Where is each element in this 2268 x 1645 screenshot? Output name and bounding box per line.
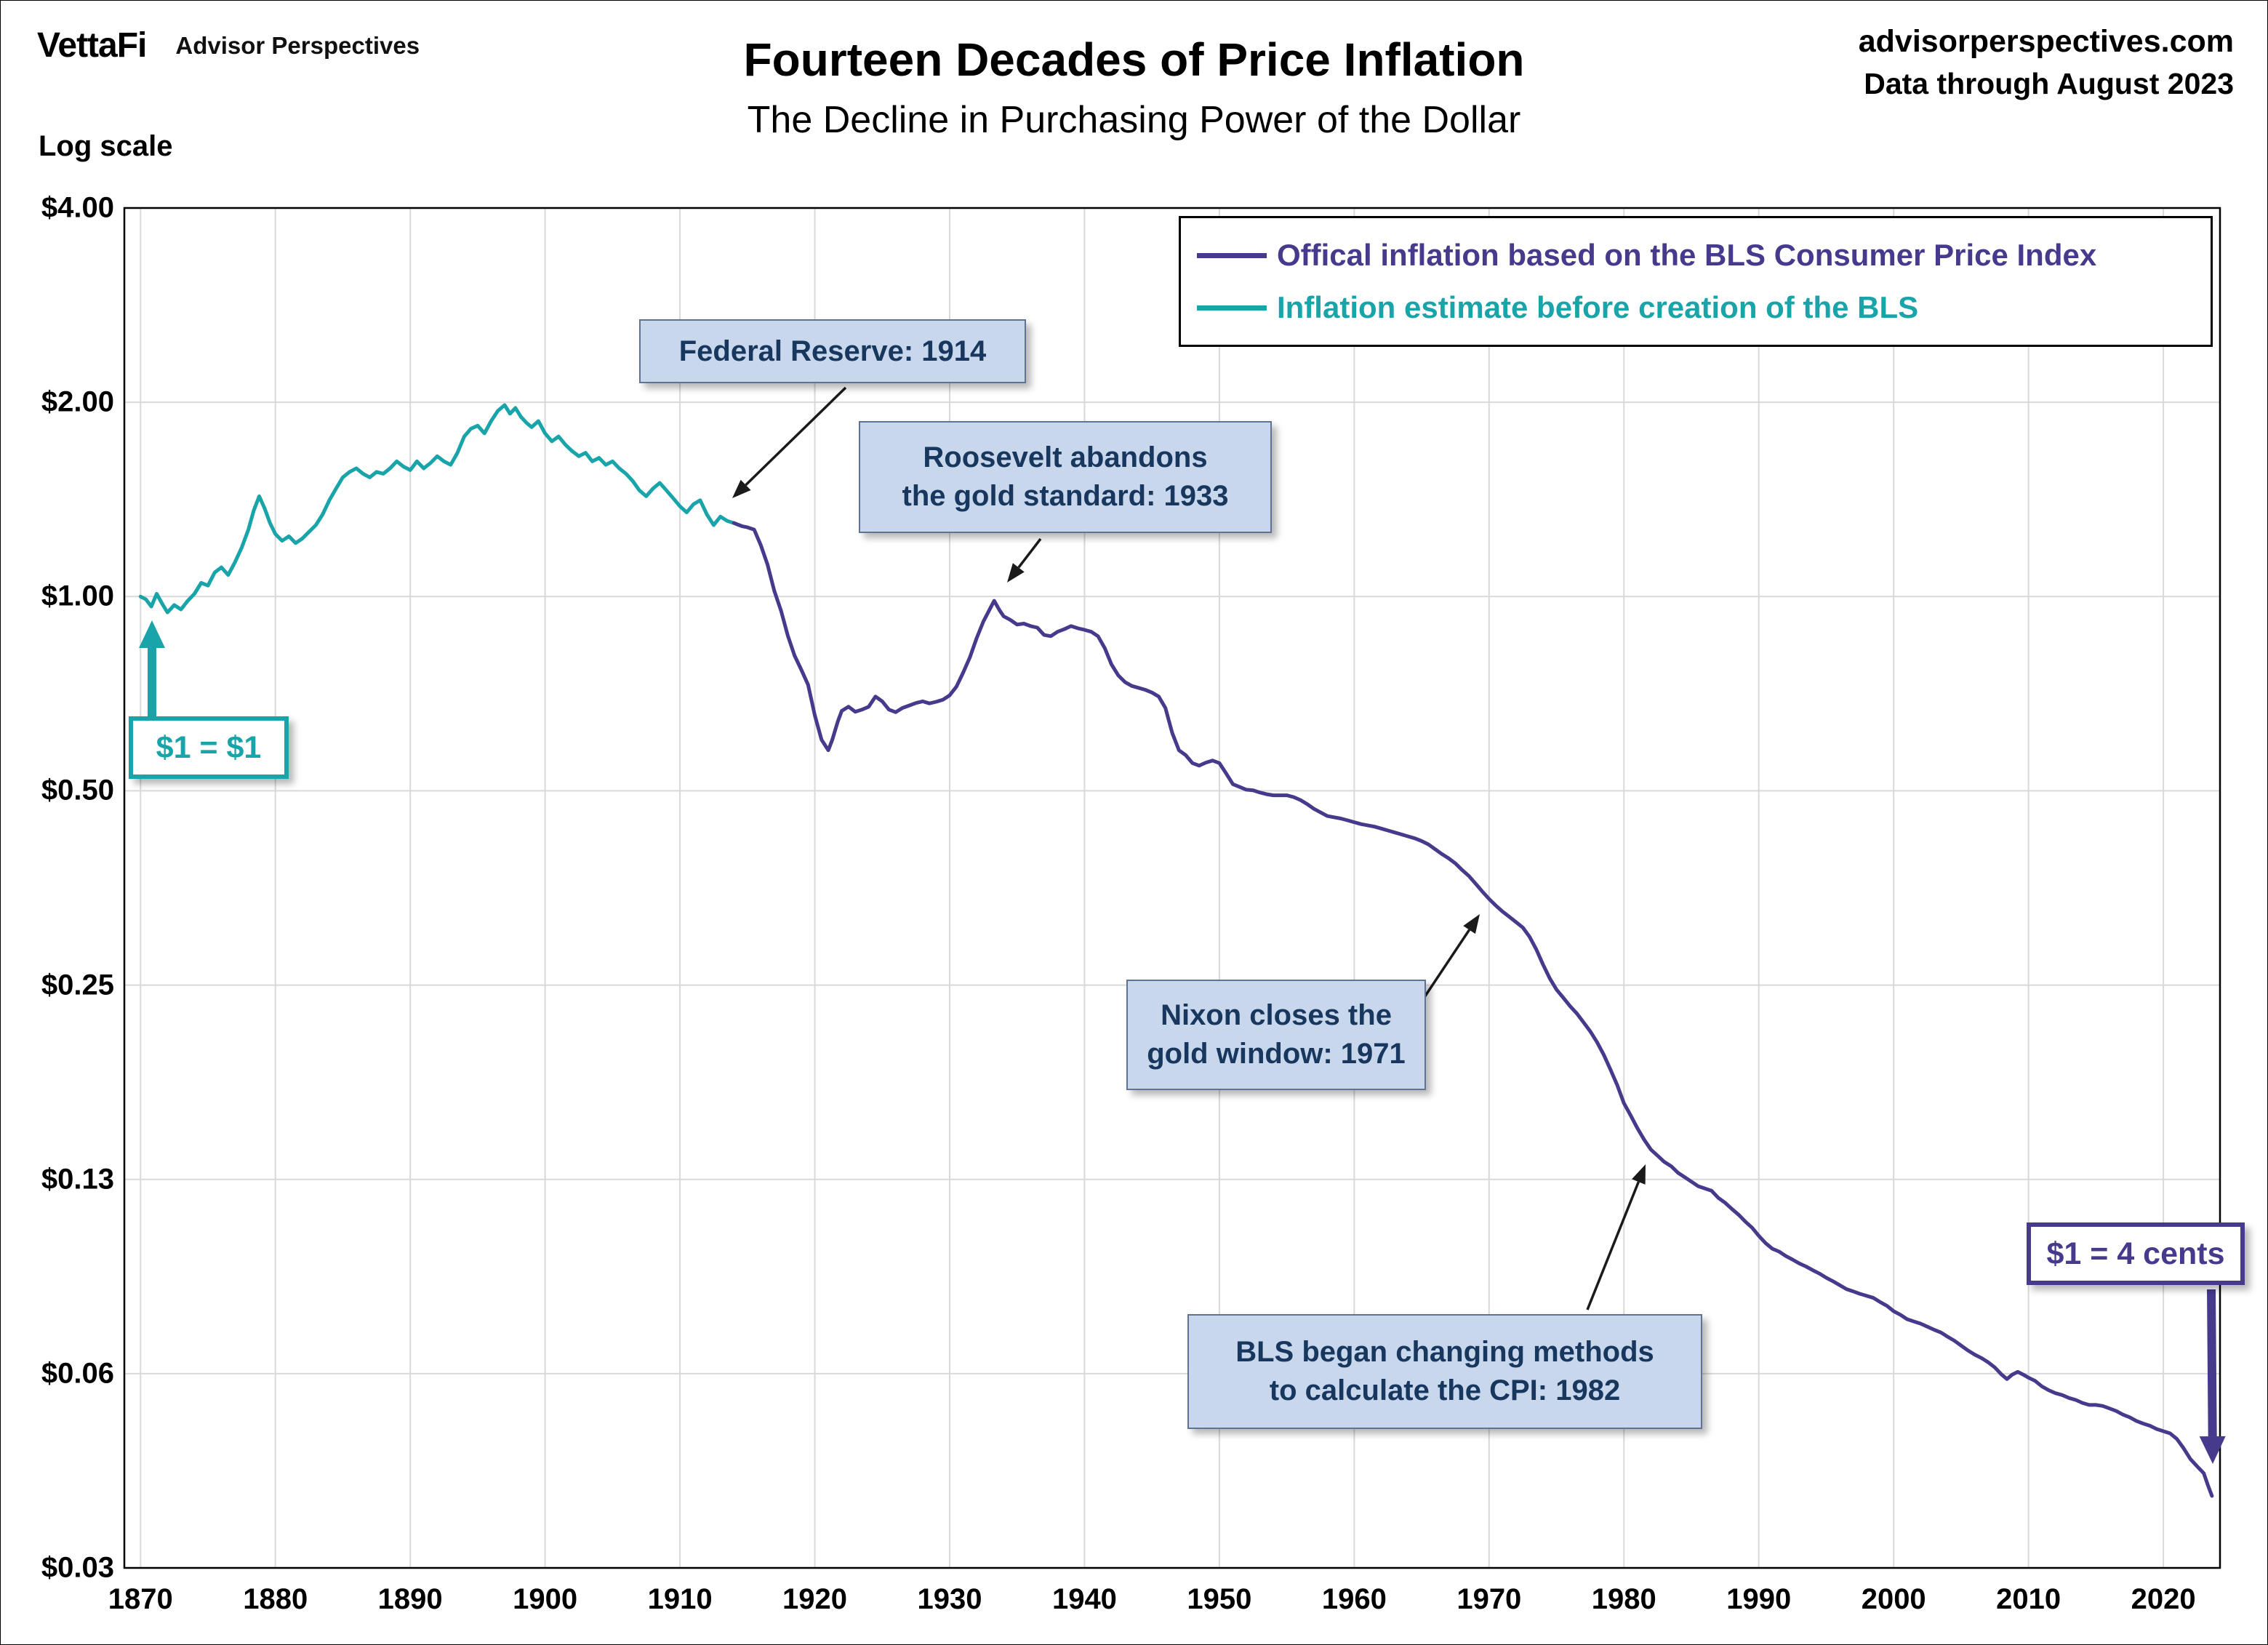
x-axis-tick-label: 1980 xyxy=(1591,1583,1656,1615)
callout-federal-reserve-1914: Federal Reserve: 1914 xyxy=(639,319,1026,383)
y-axis-tick-label: $0.03 xyxy=(41,1551,114,1584)
y-axis-tick-label: $0.25 xyxy=(41,969,114,1001)
x-axis-tick-label: 1920 xyxy=(782,1583,848,1615)
callout-roosevelt-gold-standard-1933: Roosevelt abandons the gold standard: 19… xyxy=(859,421,1272,533)
official-cpi-line-swatch xyxy=(1197,252,1267,258)
x-axis-tick-label: 1950 xyxy=(1187,1583,1252,1615)
callout-nixon-gold-window-1971: Nixon closes the gold window: 1971 xyxy=(1126,980,1426,1090)
y-axis-tick-label: $1.00 xyxy=(41,580,114,612)
advisor-perspectives-label: Advisor Perspectives xyxy=(175,31,420,59)
x-axis-tick-label: 1970 xyxy=(1456,1583,1522,1615)
vettafi-logo: VettaFi xyxy=(37,26,147,65)
x-axis-tick-label: 1880 xyxy=(243,1583,308,1615)
x-axis-tick-label: 1990 xyxy=(1726,1583,1792,1615)
legend: Offical inflation based on the BLS Consu… xyxy=(1179,216,2213,347)
x-axis-tick-label: 2000 xyxy=(1861,1583,1926,1615)
x-axis-tick-label: 1940 xyxy=(1051,1583,1117,1615)
y-axis-tick-label: $2.00 xyxy=(41,385,114,418)
x-axis-tick-label: 2020 xyxy=(2131,1583,2196,1615)
y-axis-tick-label: $0.50 xyxy=(41,774,114,807)
x-axis-tick-label: 1890 xyxy=(377,1583,443,1615)
series-line xyxy=(732,521,2214,1498)
x-axis-tick-label: 1910 xyxy=(647,1583,713,1615)
x-axis-tick-label: 1960 xyxy=(1321,1583,1387,1615)
flag-text: $1 = 4 cents xyxy=(2046,1236,2225,1271)
callout-text: Federal Reserve: 1914 xyxy=(678,335,987,367)
y-axis-tick-label: $4.00 xyxy=(41,191,114,224)
y-axis-tick-label: $0.06 xyxy=(41,1357,114,1390)
official-cpi-legend-label: Offical inflation based on the BLS Consu… xyxy=(1277,238,2097,272)
callout-text: BLS began changing methods xyxy=(1235,1336,1654,1369)
x-axis-tick-label: 2010 xyxy=(1996,1583,2061,1615)
callout-text: to calculate the CPI: 1982 xyxy=(1269,1374,1621,1406)
log-scale-label: Log scale xyxy=(39,130,173,162)
flag-one-dollar-equals-one-dollar: $1 = $1 xyxy=(129,716,289,779)
website-url: advisorperspectives.com xyxy=(1858,24,2234,59)
callout-text: the gold standard: 1933 xyxy=(902,480,1229,512)
callout-text: Nixon closes the xyxy=(1161,999,1392,1032)
callout-bls-cpi-methods-1982: BLS began changing methods to calculate … xyxy=(1187,1314,1702,1429)
brand: VettaFi Advisor Perspectives xyxy=(37,25,420,65)
y-axis-tick-label: $0.13 xyxy=(41,1163,114,1196)
chart-subtitle: The Decline in Purchasing Power of the D… xyxy=(747,99,1521,141)
pre-bls-estimate-line-swatch xyxy=(1197,305,1267,311)
flag-text: $1 = $1 xyxy=(156,729,262,765)
flag-one-dollar-equals-four-cents: $1 = 4 cents xyxy=(2027,1222,2245,1285)
callout-text: gold window: 1971 xyxy=(1147,1038,1406,1070)
x-axis-tick-label: 1900 xyxy=(513,1583,578,1615)
callout-text: Roosevelt abandons xyxy=(923,441,1208,474)
legend-item-estimate: Inflation estimate before creation of th… xyxy=(1197,290,2211,325)
pre-bls-estimate-legend-label: Inflation estimate before creation of th… xyxy=(1277,290,1919,324)
legend-item-official: Offical inflation based on the BLS Consu… xyxy=(1197,238,2211,273)
chart-title: Fourteen Decades of Price Inflation xyxy=(743,33,1525,86)
data-through-label: Data through August 2023 xyxy=(1864,67,2234,101)
x-axis-tick-label: 1930 xyxy=(917,1583,982,1615)
series-line xyxy=(138,403,744,615)
x-axis-tick-label: 1870 xyxy=(108,1583,173,1615)
title-block: Fourteen Decades of Price Inflation The … xyxy=(1,33,2267,142)
source-block: advisorperspectives.com Data through Aug… xyxy=(1859,20,2234,105)
